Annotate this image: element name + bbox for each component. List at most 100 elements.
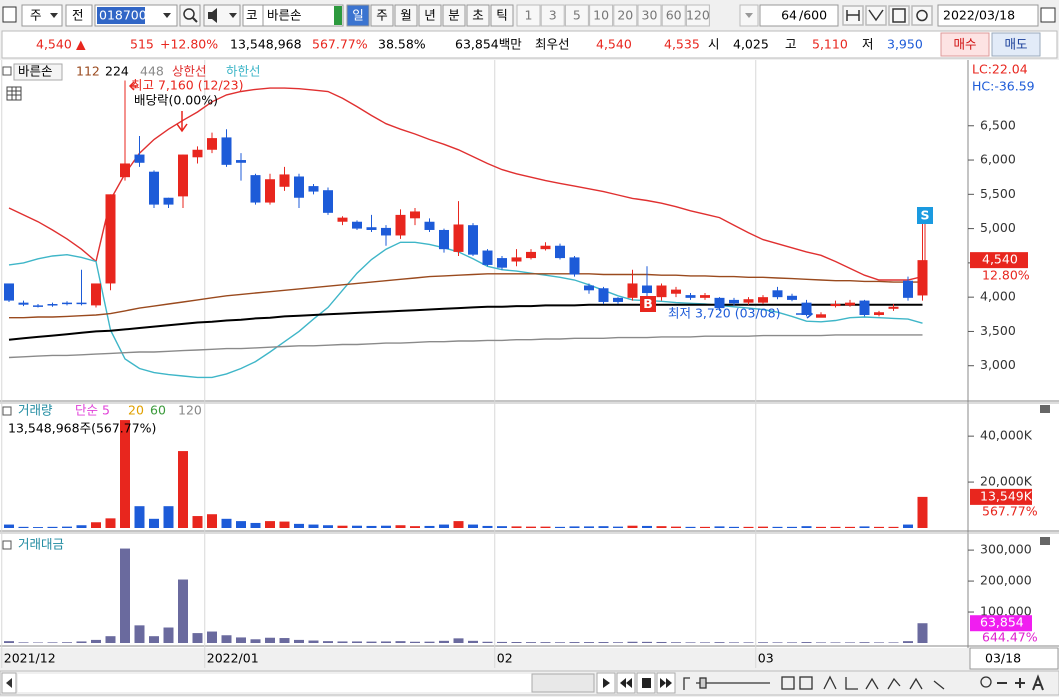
- scroll-thumb[interactable]: [531, 673, 595, 693]
- interval-button[interactable]: [685, 4, 710, 27]
- date-box[interactable]: [937, 4, 1039, 27]
- candle-body: [323, 190, 333, 213]
- bar: [178, 579, 188, 643]
- bar: [656, 526, 667, 528]
- high-label: 고: [785, 37, 797, 52]
- x-tick-label: 03: [758, 651, 774, 666]
- interval-label: 5: [573, 8, 581, 23]
- x-tick-label: 2022/01: [207, 651, 259, 666]
- candle-body: [18, 302, 29, 305]
- candle-body: [482, 250, 493, 265]
- period-label: 일: [352, 8, 364, 23]
- bar: [163, 506, 174, 528]
- ma-line: [8, 334, 923, 359]
- panel-toggle[interactable]: [2, 66, 12, 76]
- bar: [903, 524, 913, 528]
- bar: [584, 642, 594, 643]
- bar: [120, 420, 130, 528]
- period-button[interactable]: [466, 4, 490, 27]
- dividend-note: 배당락(0.00%): [134, 93, 218, 108]
- table-icon[interactable]: [6, 86, 22, 101]
- interval-button[interactable]: [613, 4, 638, 27]
- period-button[interactable]: [394, 4, 418, 27]
- count-box[interactable]: [759, 4, 839, 27]
- count-max: /600: [799, 8, 827, 23]
- bar: [76, 525, 87, 528]
- sell-button[interactable]: [991, 32, 1041, 57]
- bar: [526, 526, 536, 528]
- bar: [772, 642, 783, 643]
- y-tick-label: 200,000: [980, 573, 1032, 588]
- zoom-tools: [683, 674, 1044, 691]
- sell-signal[interactable]: [917, 207, 933, 224]
- period-button[interactable]: [418, 4, 442, 27]
- amount-title: 거래대금: [18, 537, 64, 552]
- mode-button[interactable]: [65, 4, 93, 27]
- candle-body: [758, 297, 768, 303]
- interval-button[interactable]: [540, 4, 565, 27]
- market-select[interactable]: [21, 4, 63, 27]
- bar: [279, 521, 290, 528]
- high-arrow: [128, 81, 138, 91]
- last-rate: 567.77%: [982, 503, 1038, 518]
- bar: [758, 526, 768, 528]
- period-button[interactable]: [490, 4, 514, 27]
- zoom-handle[interactable]: [699, 677, 707, 689]
- volume: 13,548,968: [230, 37, 302, 52]
- save-button[interactable]: [888, 5, 910, 26]
- bar: [787, 526, 797, 528]
- zoom-buttons[interactable]: [997, 674, 1044, 691]
- candle-body: [294, 176, 304, 198]
- bar: [192, 633, 203, 643]
- buy-button[interactable]: [940, 32, 990, 57]
- interval-button[interactable]: [564, 4, 589, 27]
- tool-icon[interactable]: [823, 675, 945, 690]
- window-icon[interactable]: [2, 6, 17, 23]
- candle-body: [236, 160, 246, 163]
- bar: [743, 642, 754, 643]
- name-marker: [334, 6, 342, 25]
- panel-toggle[interactable]: [2, 540, 12, 550]
- candle-body: [642, 285, 652, 294]
- y-tick-label: 6,000: [980, 152, 1016, 167]
- interval-label: 30: [642, 8, 658, 23]
- scroll-track[interactable]: [18, 674, 594, 692]
- tool-icon[interactable]: [781, 676, 795, 690]
- tool-icons: [842, 5, 933, 26]
- candle-body: [453, 224, 464, 252]
- high: 5,110: [812, 37, 848, 52]
- date: 2022/03/18: [943, 8, 1015, 23]
- settings-button[interactable]: [911, 5, 933, 26]
- bar: [917, 496, 928, 528]
- search-button[interactable]: [179, 4, 201, 27]
- panel-close[interactable]: [1040, 537, 1050, 545]
- name-box[interactable]: [262, 4, 344, 27]
- interval-button[interactable]: [661, 4, 686, 27]
- bar: [395, 525, 406, 528]
- search-icon: [192, 17, 198, 23]
- period-button[interactable]: [442, 4, 466, 27]
- bar: [221, 518, 232, 528]
- interval-button[interactable]: [589, 4, 614, 27]
- period-button[interactable]: [346, 4, 370, 27]
- zoom-slider[interactable]: [683, 677, 770, 690]
- tool-button[interactable]: [865, 5, 887, 26]
- buy-signal[interactable]: [640, 296, 656, 312]
- interval-button[interactable]: [516, 4, 541, 27]
- bar: [830, 526, 841, 528]
- calendar-icon[interactable]: [1040, 7, 1056, 23]
- bar: [642, 525, 652, 528]
- zoom-icon[interactable]: [980, 676, 992, 688]
- interval-button[interactable]: [637, 4, 662, 27]
- period-button[interactable]: [370, 4, 394, 27]
- panel-toggle[interactable]: [2, 406, 12, 416]
- bar: [830, 642, 841, 643]
- period-label: 년: [424, 8, 436, 23]
- tool-icon[interactable]: [799, 676, 813, 690]
- y-tick-label: 3,500: [980, 323, 1016, 338]
- sound-button[interactable]: [203, 4, 241, 27]
- candle-body: [381, 227, 391, 236]
- panel-close[interactable]: [1040, 405, 1050, 413]
- bar: [308, 640, 319, 643]
- volume-title: 거래량: [18, 403, 53, 418]
